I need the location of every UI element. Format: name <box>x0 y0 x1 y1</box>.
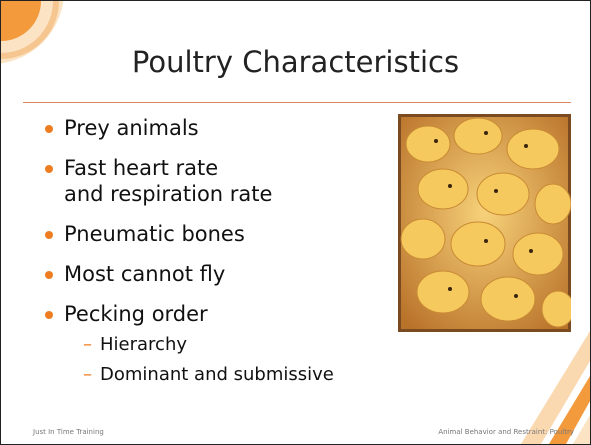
bullet-text: and respiration rate <box>64 181 334 207</box>
bullet-dot <box>45 311 53 319</box>
bullet: Most cannot fly <box>45 261 334 287</box>
bullet-text: Fast heart rate <box>64 155 334 181</box>
bullet: Prey animals <box>45 115 334 141</box>
slide-title: Poultry Characteristics <box>1 45 590 79</box>
sub-bullet: –Dominant and submissive <box>64 363 334 387</box>
bullet-text: Most cannot fly <box>64 261 334 287</box>
sub-bullet-dash: – <box>83 333 92 357</box>
footer-left: Just In Time Training <box>33 428 104 436</box>
bullet-dot <box>45 165 53 173</box>
sub-bullet-text: Hierarchy <box>100 334 187 355</box>
footer-right: Animal Behavior and Restraint: Poultry <box>438 428 574 436</box>
title-rule <box>23 102 571 103</box>
slide: Poultry Characteristics Prey animals Fast… <box>0 0 591 445</box>
sub-bullet: –Hierarchy <box>64 333 334 357</box>
bullet-dot <box>45 125 53 133</box>
bullet-dot <box>45 231 53 239</box>
sub-bullet-dash: – <box>83 363 92 387</box>
bullet-dot <box>45 271 53 279</box>
bullet: Pecking order–Hierarchy–Dominant and sub… <box>45 301 334 387</box>
bullet-text: Pecking order <box>64 301 334 327</box>
sub-bullet-text: Dominant and submissive <box>100 364 334 385</box>
chicks-photo <box>398 114 571 332</box>
bullet-text: Pneumatic bones <box>64 221 334 247</box>
bullet-text: Prey animals <box>64 115 334 141</box>
bullet: Pneumatic bones <box>45 221 334 247</box>
